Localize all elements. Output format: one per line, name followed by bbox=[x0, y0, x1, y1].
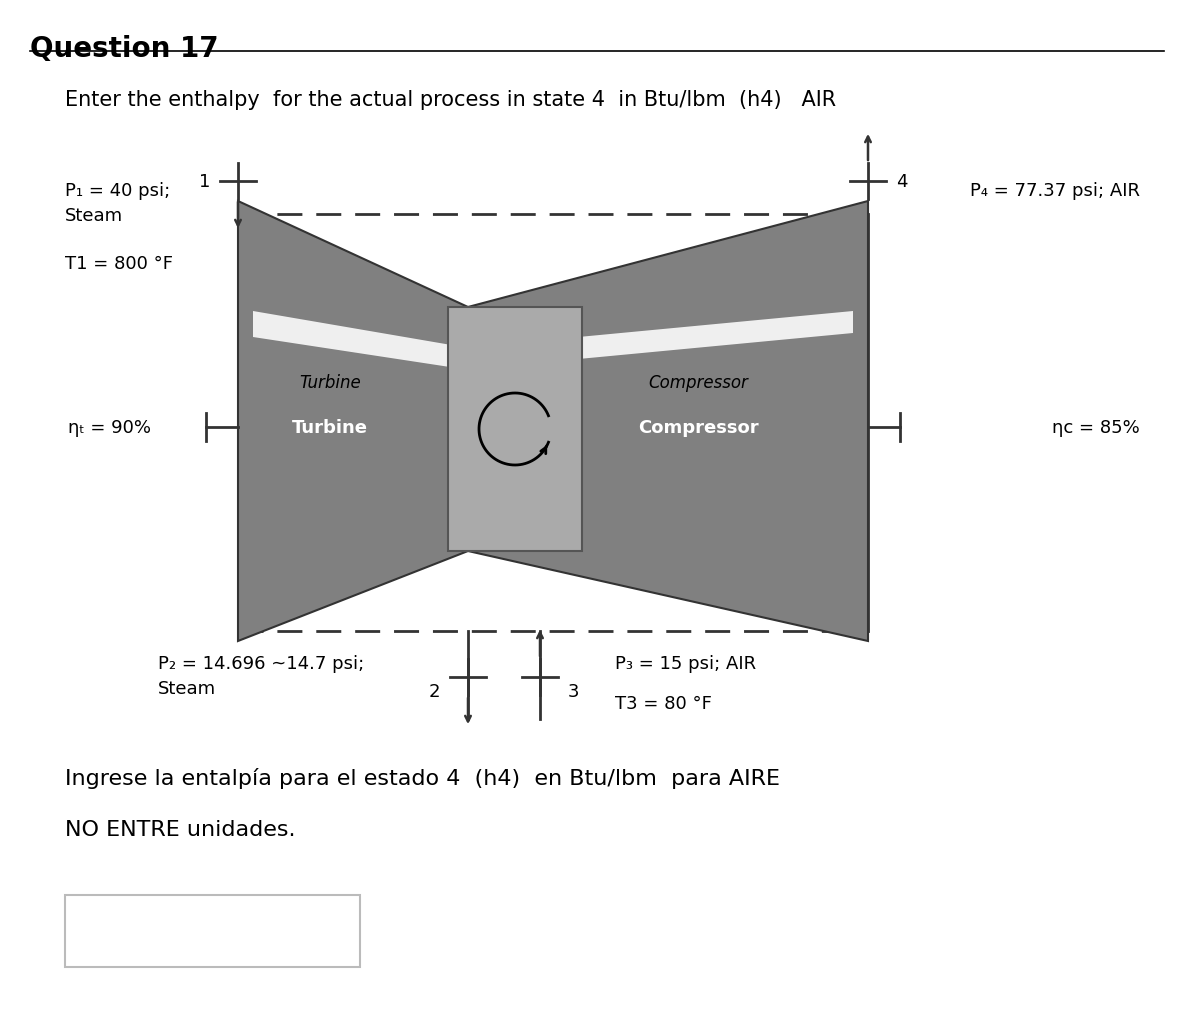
Text: 1: 1 bbox=[198, 173, 210, 191]
Text: P₂ = 14.696 ~14.7 psi;: P₂ = 14.696 ~14.7 psi; bbox=[158, 654, 364, 672]
Polygon shape bbox=[473, 311, 853, 370]
Text: Compressor: Compressor bbox=[638, 419, 758, 437]
FancyBboxPatch shape bbox=[64, 895, 361, 968]
Text: NO ENTRE unidades.: NO ENTRE unidades. bbox=[64, 819, 295, 839]
Text: P₁ = 40 psi;: P₁ = 40 psi; bbox=[64, 182, 171, 200]
Text: Enter the enthalpy  for the actual process in state 4  in Btu/lbm  (h4)   AIR: Enter the enthalpy for the actual proces… bbox=[64, 90, 836, 110]
Text: Steam: Steam bbox=[158, 679, 216, 698]
Text: Turbine: Turbine bbox=[300, 374, 361, 391]
Text: T3 = 80 °F: T3 = 80 °F bbox=[615, 695, 712, 713]
Text: P₄ = 77.37 psi; AIR: P₄ = 77.37 psi; AIR bbox=[970, 182, 1140, 200]
Polygon shape bbox=[468, 202, 868, 641]
Text: P₃ = 15 psi; AIR: P₃ = 15 psi; AIR bbox=[615, 654, 756, 672]
Text: Ingrese la entalpía para el estado 4  (h4)  en Btu/lbm  para AIRE: Ingrese la entalpía para el estado 4 (h4… bbox=[64, 767, 780, 789]
Text: 4: 4 bbox=[896, 173, 907, 191]
Text: Compressor: Compressor bbox=[648, 374, 747, 391]
Text: ηₜ = 90%: ηₜ = 90% bbox=[68, 419, 150, 437]
Text: ηc = 85%: ηc = 85% bbox=[1052, 419, 1140, 437]
Polygon shape bbox=[253, 311, 463, 370]
Text: Question 17: Question 17 bbox=[30, 35, 219, 63]
Bar bbox=[448, 307, 581, 551]
Text: Steam: Steam bbox=[64, 207, 123, 224]
Text: Turbine: Turbine bbox=[293, 419, 368, 437]
Text: 3: 3 bbox=[568, 682, 579, 701]
Text: 2: 2 bbox=[429, 682, 441, 701]
Polygon shape bbox=[238, 202, 468, 641]
Text: T1 = 800 °F: T1 = 800 °F bbox=[64, 255, 173, 273]
